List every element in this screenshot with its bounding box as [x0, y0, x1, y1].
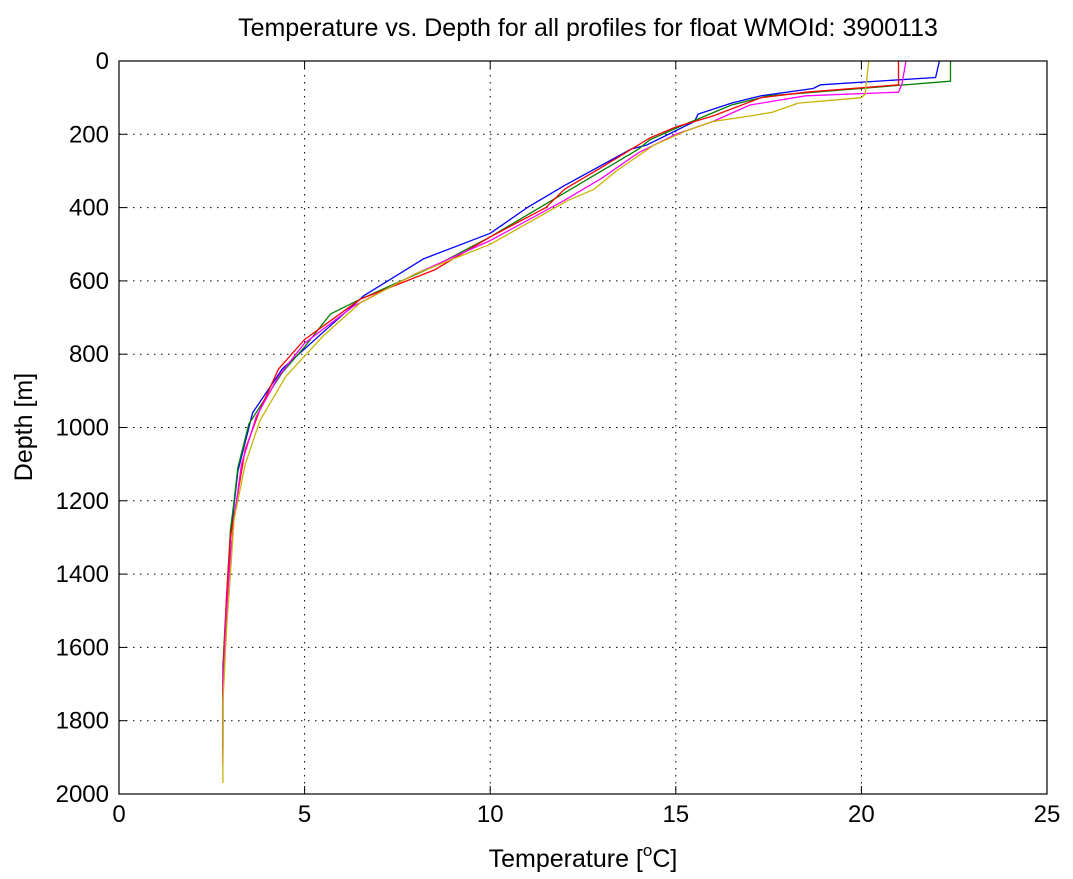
x-axis-title-superscript: o	[643, 841, 652, 860]
x-tick-label: 10	[477, 801, 504, 828]
x-tick-label: 15	[662, 801, 689, 828]
y-tick-label: 400	[69, 195, 109, 222]
y-tick-label: 200	[69, 121, 109, 148]
y-tick-label: 0	[96, 48, 109, 75]
y-tick-label: 1400	[56, 561, 109, 588]
y-tick-label: 600	[69, 268, 109, 295]
y-tick-label: 1600	[56, 634, 109, 661]
x-axis-title: Temperature [oC]	[489, 841, 678, 873]
chart-title: Temperature vs. Depth for all profiles f…	[238, 14, 938, 42]
series-line-5	[222, 60, 870, 783]
y-tick-label: 1800	[56, 708, 109, 735]
x-tick-label: 20	[848, 801, 875, 828]
x-tick-label: 25	[1034, 801, 1061, 828]
x-tick-label: 0	[112, 801, 125, 828]
ticks: 0 5 10 15 20 25 0 200 400 600 800 1000 1200 1400 1600 1…	[56, 48, 1061, 828]
y-tick-label: 2000	[56, 781, 109, 808]
x-axis-title-unit: C]	[652, 845, 677, 873]
y-tick-label: 800	[69, 341, 109, 368]
x-tick-label: 5	[298, 801, 311, 828]
grid	[119, 61, 1047, 794]
y-tick-label: 1000	[56, 415, 109, 442]
y-axis-title: Depth [m]	[10, 373, 38, 481]
series-group	[222, 60, 952, 783]
y-tick-label: 1200	[56, 488, 109, 515]
x-axis-title-text: Temperature [	[489, 845, 643, 873]
